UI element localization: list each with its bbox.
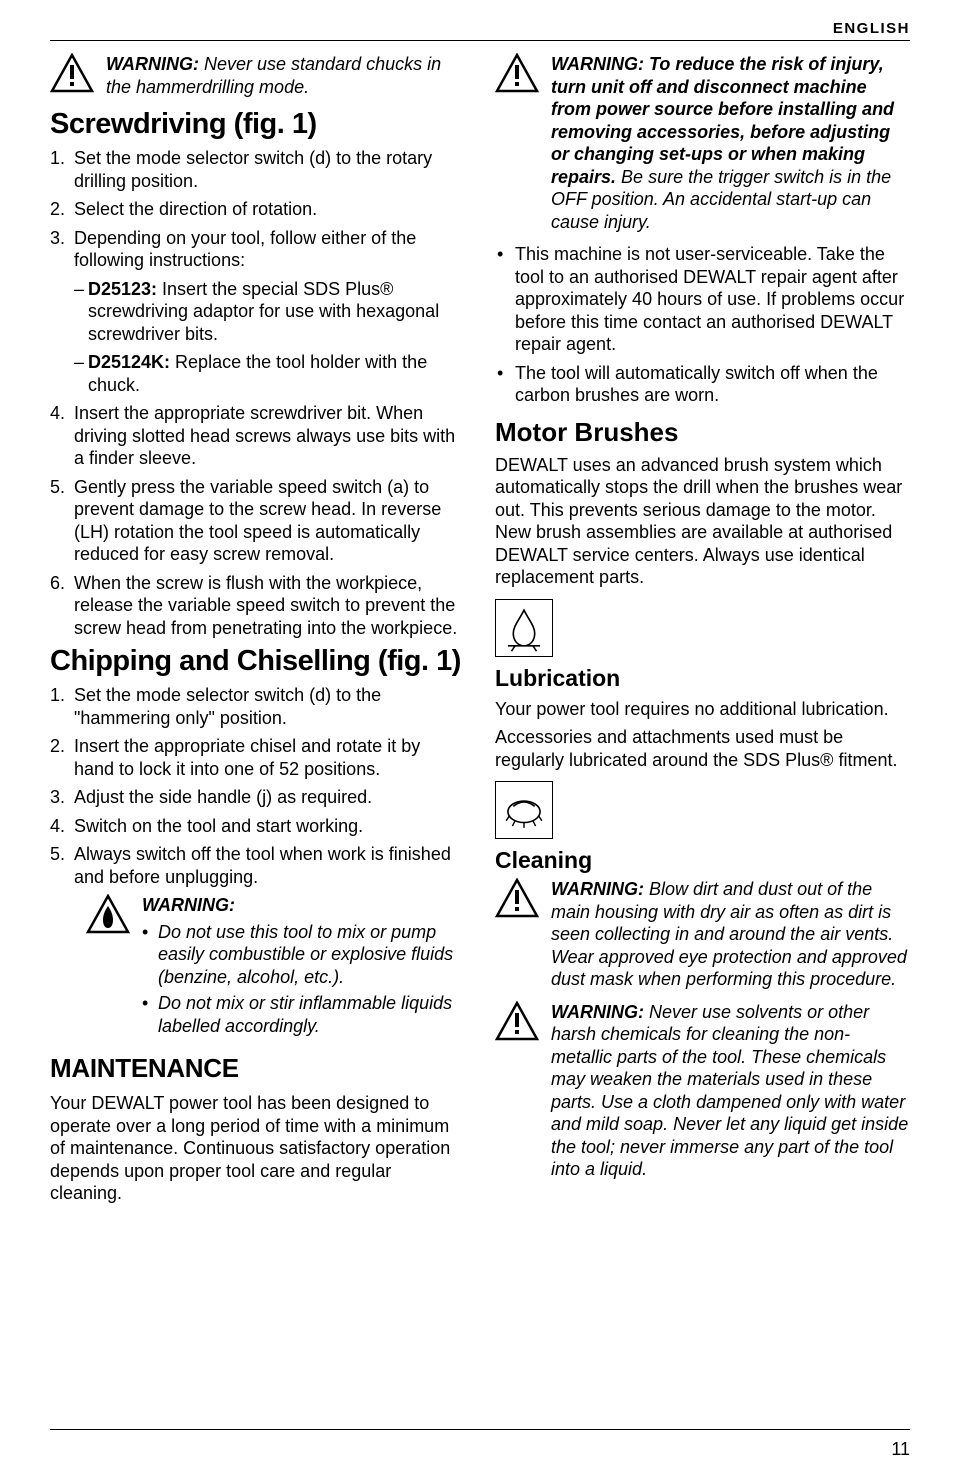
maintenance-text: Your DEWALT power tool has been designed… xyxy=(50,1092,465,1205)
warning-triangle-icon xyxy=(495,53,539,93)
warning-triangle-icon xyxy=(495,1001,539,1041)
warning-label: WARNING: xyxy=(551,879,644,899)
list-item: Set the mode selector switch (d) to the … xyxy=(50,684,465,729)
sub-item: D25123: Insert the special SDS Plus® scr… xyxy=(74,278,465,346)
service-bullets: This machine is not user-serviceable. Ta… xyxy=(495,243,910,407)
list-item: The tool will automatically switch off w… xyxy=(495,362,910,407)
fire-triangle-icon xyxy=(86,894,130,934)
warning-solvents-text: Never use solvents or other harsh chemic… xyxy=(551,1002,908,1180)
heading-maintenance: MAINTENANCE xyxy=(50,1053,465,1084)
warning-triangle-icon xyxy=(50,53,94,93)
heading-screwdriving: Screwdriving (fig. 1) xyxy=(50,108,465,141)
footer-rule xyxy=(50,1429,910,1430)
list-item: Select the direction of rotation. xyxy=(50,198,465,221)
motor-brushes-text: DEWALT uses an advanced brush system whi… xyxy=(495,454,910,589)
list-item: When the screw is flush with the workpie… xyxy=(50,572,465,640)
warn-bullet: Do not mix or stir inflammable liquids l… xyxy=(142,992,465,1037)
warning-combustible: WARNING: Do not use this tool to mix or … xyxy=(86,894,465,1041)
list-item: Insert the appropriate chisel and rotate… xyxy=(50,735,465,780)
warn-bullet: Do not use this tool to mix or pump easi… xyxy=(142,921,465,989)
lubrication-text-1: Your power tool requires no additional l… xyxy=(495,698,910,721)
chipping-steps: Set the mode selector switch (d) to the … xyxy=(50,684,465,888)
list-item: Adjust the side handle (j) as required. xyxy=(50,786,465,809)
warning-risk-injury: WARNING: To reduce the risk of injury, t… xyxy=(495,53,910,233)
list-item: Set the mode selector switch (d) to the … xyxy=(50,147,465,192)
right-column: WARNING: To reduce the risk of injury, t… xyxy=(495,53,910,1211)
page-number: 11 xyxy=(891,1439,910,1460)
heading-lubrication: Lubrication xyxy=(495,665,910,692)
list-item: Depending on your tool, follow either of… xyxy=(50,227,465,397)
warning-chucks: WARNING: Never use standard chucks in th… xyxy=(50,53,465,98)
warning-blow-dust: WARNING: Blow dirt and dust out of the m… xyxy=(495,878,910,991)
list-item: Switch on the tool and start working. xyxy=(50,815,465,838)
list-item: Insert the appropriate screwdriver bit. … xyxy=(50,402,465,470)
warning-solvents: WARNING: Never use solvents or other har… xyxy=(495,1001,910,1181)
heading-cleaning: Cleaning xyxy=(495,847,910,874)
sub-item: D25124K: Replace the tool holder with th… xyxy=(74,351,465,396)
lubrication-text-2: Accessories and attachments used must be… xyxy=(495,726,910,771)
header-language: ENGLISH xyxy=(50,20,910,41)
warning-triangle-icon xyxy=(495,878,539,918)
heading-chipping: Chipping and Chiselling (fig. 1) xyxy=(50,645,465,678)
list-item: This machine is not user-serviceable. Ta… xyxy=(495,243,910,356)
list-item: Always switch off the tool when work is … xyxy=(50,843,465,888)
left-column: WARNING: Never use standard chucks in th… xyxy=(50,53,465,1211)
warning-label: WARNING: xyxy=(551,1002,644,1022)
cleaning-brush-icon xyxy=(495,781,553,839)
warning-label: WARNING: xyxy=(551,54,644,74)
screwdriving-steps: Set the mode selector switch (d) to the … xyxy=(50,147,465,639)
heading-motor-brushes: Motor Brushes xyxy=(495,417,910,448)
warning-label: WARNING: xyxy=(142,895,235,915)
warning-label: WARNING: xyxy=(106,54,199,74)
oil-drop-icon xyxy=(495,599,553,657)
list-item: Gently press the variable speed switch (… xyxy=(50,476,465,566)
